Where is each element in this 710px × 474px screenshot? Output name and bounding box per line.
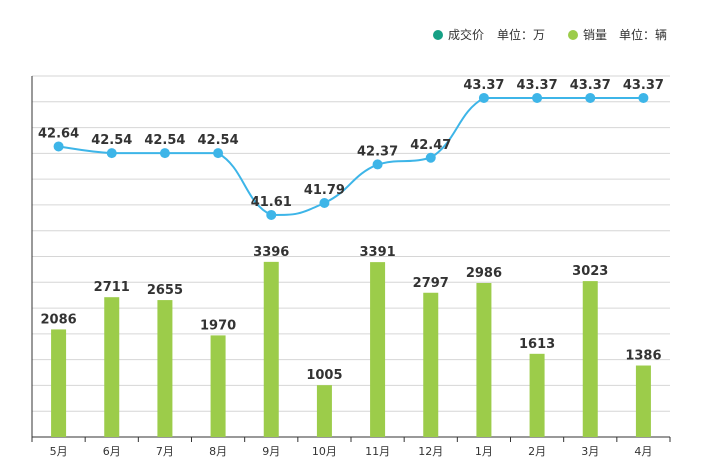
x-axis-ticks: 5月 6月 7月 8月 9月 10月 11月 12月 1月 2月 3月 4月 — [31, 437, 671, 458]
bar-3 — [210, 335, 226, 437]
price-label-0: 42.64 — [38, 126, 79, 141]
line-series-price: 42.64 42.54 42.54 42.54 41.61 41.79 42.37 42.47… — [38, 78, 664, 220]
bar-label-0: 2086 — [40, 312, 76, 327]
bar-label-10: 3023 — [572, 264, 608, 279]
x-tick-label: 7月 — [156, 445, 174, 458]
legend-unit-price: 单位：万 — [497, 27, 545, 42]
price-point-10 — [585, 92, 596, 103]
bar-label-9: 1613 — [519, 337, 555, 352]
x-tick-label: 8月 — [209, 445, 227, 458]
price-label-9: 43.37 — [517, 78, 558, 93]
legend: 成交价 单位：万 销量 单位：辆 — [433, 27, 667, 42]
bar-10 — [582, 281, 598, 437]
price-label-1: 42.54 — [91, 133, 132, 148]
bar-5 — [316, 385, 332, 437]
bar-label-6: 3391 — [359, 245, 395, 260]
price-label-10: 43.37 — [570, 78, 611, 93]
price-point-4 — [266, 209, 277, 220]
bar-label-4: 3396 — [253, 245, 289, 260]
price-label-8: 43.37 — [463, 78, 504, 93]
price-point-8 — [478, 92, 489, 103]
x-tick-label: 5月 — [50, 445, 68, 458]
legend-label-sales: 销量 — [583, 28, 607, 42]
price-point-0 — [53, 141, 64, 152]
legend-marker-sales — [568, 30, 578, 40]
price-line — [58, 96, 644, 216]
x-tick-label: 9月 — [262, 445, 280, 458]
price-point-1 — [106, 148, 117, 159]
price-label-4: 41.61 — [251, 195, 292, 210]
bar-7 — [423, 292, 439, 437]
grid-lines — [32, 75, 670, 412]
price-label-2: 42.54 — [144, 133, 185, 148]
price-label-5: 41.79 — [304, 183, 345, 198]
bar-0 — [51, 329, 67, 437]
bar-6 — [370, 262, 386, 437]
price-label-7: 42.47 — [410, 138, 451, 153]
legend-item-sales[interactable]: 销量 单位：辆 — [568, 27, 667, 42]
price-point-7 — [425, 152, 436, 163]
bar-label-11: 1386 — [625, 349, 661, 364]
bar-label-3: 1970 — [200, 318, 236, 333]
x-tick-label: 3月 — [581, 445, 599, 458]
bar-label-1: 2711 — [94, 280, 130, 295]
price-point-5 — [319, 197, 330, 208]
price-point-3 — [213, 148, 224, 159]
legend-unit-sales: 单位：辆 — [619, 27, 667, 42]
price-point-11 — [638, 92, 649, 103]
bar-4 — [263, 261, 279, 437]
bar-label-2: 2655 — [147, 283, 183, 298]
price-label-3: 42.54 — [198, 133, 239, 148]
legend-marker-price — [433, 30, 443, 40]
x-tick-label: 12月 — [418, 445, 443, 458]
x-tick-label: 2月 — [528, 445, 546, 458]
bar-11 — [635, 365, 651, 437]
x-tick-label: 6月 — [103, 445, 121, 458]
bar-label-8: 2986 — [466, 266, 502, 281]
price-point-6 — [372, 159, 383, 170]
legend-label-price: 成交价 — [448, 27, 484, 42]
bar-series-sales: 2086 2711 2655 1970 3396 1005 3391 2797 2986 1613… — [40, 245, 662, 437]
bar-2 — [157, 300, 173, 437]
bar-1 — [104, 297, 120, 437]
bar-label-5: 1005 — [306, 368, 342, 383]
x-tick-label: 11月 — [365, 445, 390, 458]
x-tick-label: 1月 — [475, 445, 493, 458]
bar-label-7: 2797 — [413, 276, 449, 291]
x-tick-label: 10月 — [312, 445, 337, 458]
legend-item-price[interactable]: 成交价 单位：万 — [433, 27, 545, 42]
bar-9 — [529, 353, 545, 437]
x-tick-label: 4月 — [634, 445, 652, 458]
price-label-6: 42.37 — [357, 144, 398, 159]
price-point-9 — [532, 92, 543, 103]
bar-8 — [476, 283, 492, 437]
price-label-11: 43.37 — [623, 78, 664, 93]
price-point-2 — [159, 148, 170, 159]
